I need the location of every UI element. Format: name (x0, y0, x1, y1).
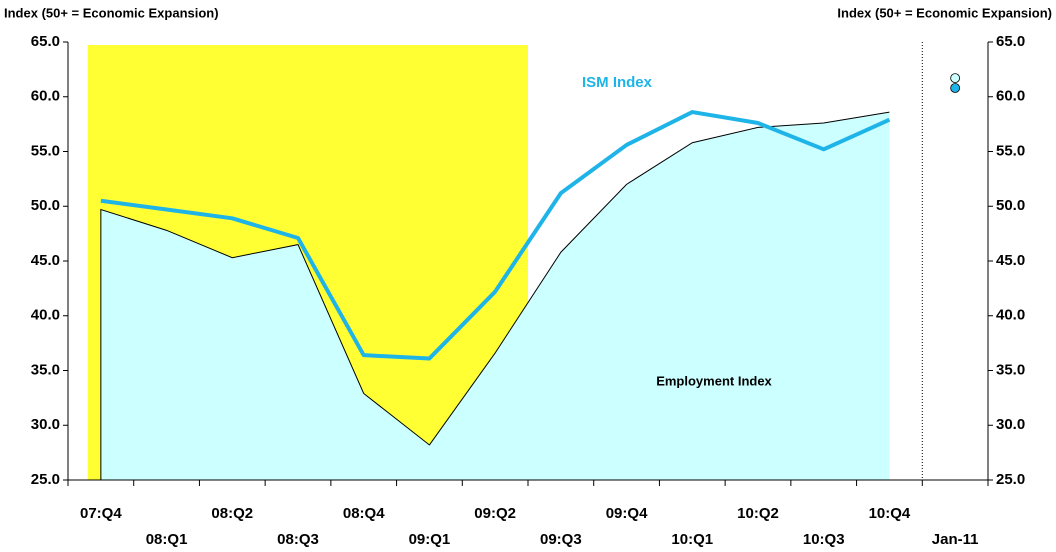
x-tick-label: 10:Q3 (803, 531, 845, 548)
x-tick-label: 10:Q4 (869, 505, 911, 522)
x-tick-label: 08:Q4 (343, 505, 385, 522)
x-tick-label: 08:Q1 (146, 531, 188, 548)
y-tick-label: 45.0 (31, 252, 60, 269)
y2-tick-label: 45.0 (996, 252, 1025, 269)
x-tick-label: 10:Q2 (737, 505, 779, 522)
x-tick-label: Jan-11 (932, 531, 979, 548)
y-tick-label: 55.0 (31, 142, 60, 159)
area (100, 112, 890, 480)
line (100, 110, 891, 361)
y-axis-title: Index (50+ = Economic Expansion) (4, 5, 219, 20)
x-tick-label: 09:Q3 (540, 531, 582, 548)
x-tick-label: 08:Q2 (211, 505, 253, 522)
marker (950, 73, 961, 84)
x-tick-label: 09:Q4 (606, 505, 648, 522)
series-label: ISM Index (582, 74, 653, 91)
y2-tick-label: 65.0 (996, 33, 1025, 50)
x-tick-label: 08:Q3 (277, 531, 319, 548)
y2-tick-label: 50.0 (996, 197, 1025, 214)
y-tick-label: 25.0 (31, 471, 60, 488)
y2-tick-label: 35.0 (996, 361, 1025, 378)
y-tick-label: 30.0 (31, 416, 60, 433)
y2-axis-title: Index (50+ = Economic Expansion) (837, 5, 1052, 20)
y2-tick-label: 30.0 (996, 416, 1025, 433)
y-tick-label: 65.0 (31, 33, 60, 50)
y-tick-label: 40.0 (31, 307, 60, 324)
x-tick-label: 07:Q4 (80, 505, 122, 522)
area-outline (100, 111, 890, 480)
y-tick-label: 60.0 (31, 88, 60, 105)
y2-tick-label: 40.0 (996, 307, 1025, 324)
series-label: Employment Index (656, 373, 772, 388)
x-tick-label: 10:Q1 (671, 531, 713, 548)
y2-tick-label: 55.0 (996, 142, 1025, 159)
y2-tick-label: 60.0 (996, 88, 1025, 105)
marker (950, 83, 961, 93)
x-tick-label: 09:Q1 (409, 531, 451, 548)
x-tick-label: 09:Q2 (474, 505, 516, 522)
y-tick-label: 35.0 (31, 361, 60, 378)
y2-tick-label: 25.0 (996, 471, 1025, 488)
y-tick-label: 50.0 (31, 197, 60, 214)
